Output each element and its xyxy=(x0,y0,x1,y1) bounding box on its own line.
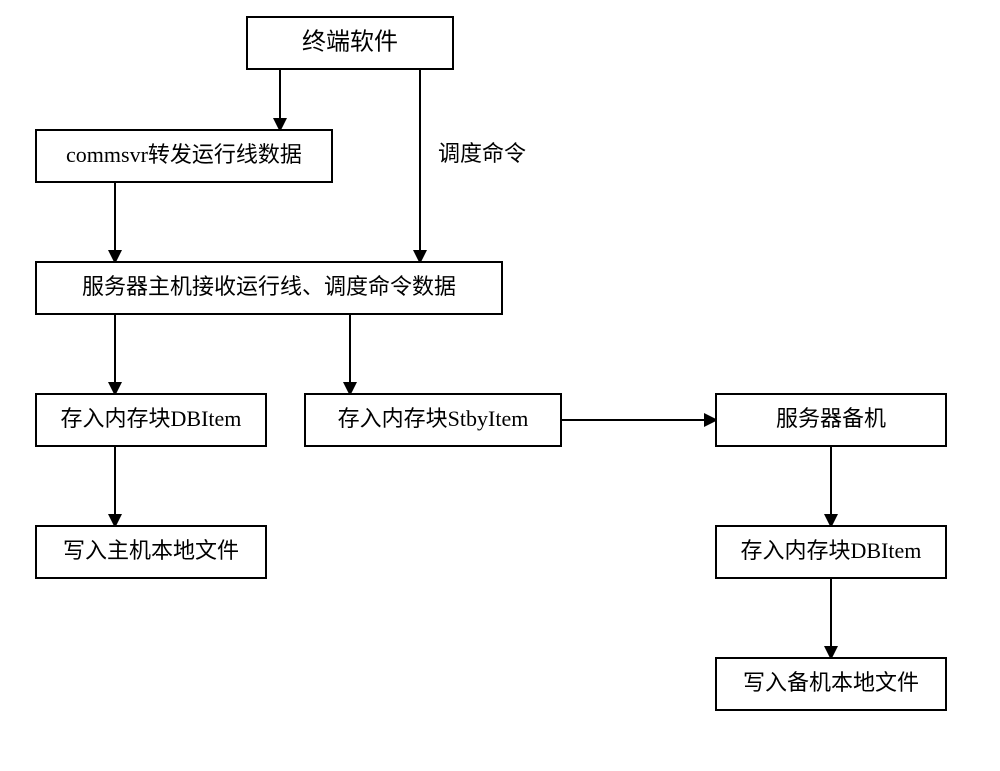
node-label: 存入内存块DBItem xyxy=(741,538,922,563)
nodes-layer: 终端软件 commsvr转发运行线数据服务器主机接收运行线、调度命令数据存入内存块… xyxy=(36,17,946,710)
flowchart-node: 存入内存块DBItem xyxy=(716,526,946,578)
node-label: 存入内存块StbyItem xyxy=(338,406,529,431)
flowchart-node: 服务器备机 xyxy=(716,394,946,446)
flowchart-node: 存入内存块StbyItem xyxy=(305,394,561,446)
flowchart-node: 写入主机本地文件 xyxy=(36,526,266,578)
flowchart-canvas: 终端软件 commsvr转发运行线数据服务器主机接收运行线、调度命令数据存入内存块… xyxy=(0,0,1000,771)
flowchart-node: 存入内存块DBItem xyxy=(36,394,266,446)
flowchart-node: 终端软件 xyxy=(247,17,453,69)
flowchart-node: 写入备机本地文件 xyxy=(716,658,946,710)
edge-label: 调度命令 xyxy=(438,141,526,166)
node-label: 终端软件 xyxy=(302,29,398,56)
node-label: 写入备机本地文件 xyxy=(743,670,919,695)
node-label: 服务器备机 xyxy=(776,406,886,431)
flowchart-node: commsvr转发运行线数据 xyxy=(36,130,332,182)
edge-labels-layer: 调度命令 xyxy=(438,141,526,166)
node-label: 写入主机本地文件 xyxy=(63,538,239,563)
node-label: 服务器主机接收运行线、调度命令数据 xyxy=(82,274,456,299)
flowchart-node: 服务器主机接收运行线、调度命令数据 xyxy=(36,262,502,314)
node-label: commsvr转发运行线数据 xyxy=(66,142,302,167)
node-label: 存入内存块DBItem xyxy=(61,406,242,431)
